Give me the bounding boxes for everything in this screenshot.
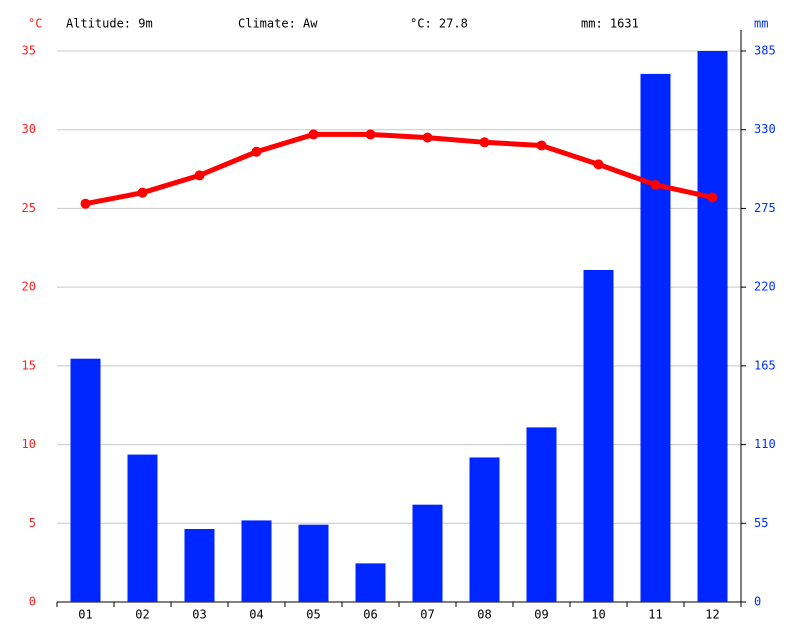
x-tick-label: 08 (477, 608, 491, 622)
x-tick-label: 04 (249, 608, 263, 622)
annotation: mm: 1631 (581, 17, 639, 31)
annotation: Climate: Aw (238, 17, 318, 31)
y-axis-label: °C (28, 17, 42, 31)
x-tick-label: 02 (135, 608, 149, 622)
y-tick-label: 5 (29, 516, 36, 530)
y2-tick-label: 165 (754, 358, 776, 372)
temperature-point (80, 198, 91, 209)
temperature-point (308, 129, 319, 140)
y-tick-label: 35 (22, 44, 36, 58)
x-tick-label: 11 (648, 608, 662, 622)
y2-tick-label: 0 (754, 595, 761, 609)
bar (241, 520, 272, 602)
bar (526, 427, 557, 602)
y2-tick-label: 275 (754, 201, 776, 215)
temperature-point (137, 187, 148, 198)
bar (127, 454, 158, 602)
bar (70, 358, 101, 602)
x-tick-label: 03 (192, 608, 206, 622)
y2-tick-label: 330 (754, 122, 776, 136)
temperature-point (251, 146, 262, 157)
y-tick-label: 30 (22, 122, 36, 136)
temperature-point (479, 137, 490, 148)
bar (583, 269, 614, 602)
y2-tick-label: 110 (754, 437, 776, 451)
x-tick-label: 05 (306, 608, 320, 622)
x-tick-label: 10 (591, 608, 605, 622)
annotation: °C: 27.8 (410, 17, 468, 31)
y2-tick-label: 55 (754, 516, 768, 530)
y-tick-label: 15 (22, 358, 36, 372)
y-tick-label: 0 (29, 595, 36, 609)
x-tick-label: 06 (363, 608, 377, 622)
temperature-point (536, 140, 547, 151)
y2-tick-label: 220 (754, 280, 776, 294)
annotation: Altitude: 9m (66, 17, 153, 31)
x-tick-label: 01 (78, 608, 92, 622)
y2-tick-label: 385 (754, 44, 776, 58)
temperature-point (365, 129, 376, 140)
temperature-point (707, 192, 718, 203)
y2-axis-label: mm (754, 17, 768, 31)
y-tick-label: 20 (22, 280, 36, 294)
x-tick-label: 07 (420, 608, 434, 622)
bar (469, 457, 500, 602)
x-tick-label: 09 (534, 608, 548, 622)
temperature-point (650, 179, 661, 190)
temperature-point (593, 159, 604, 170)
y-tick-label: 10 (22, 437, 36, 451)
bar (355, 563, 386, 602)
temperature-point (194, 170, 205, 181)
x-tick-label: 12 (705, 608, 719, 622)
temperature-point (422, 132, 433, 143)
bar (640, 73, 671, 603)
temperature-line (85, 131, 714, 207)
bar (298, 524, 329, 602)
y-tick-label: 25 (22, 201, 36, 215)
bar (697, 51, 728, 602)
bar (184, 529, 215, 602)
bar (412, 504, 443, 602)
